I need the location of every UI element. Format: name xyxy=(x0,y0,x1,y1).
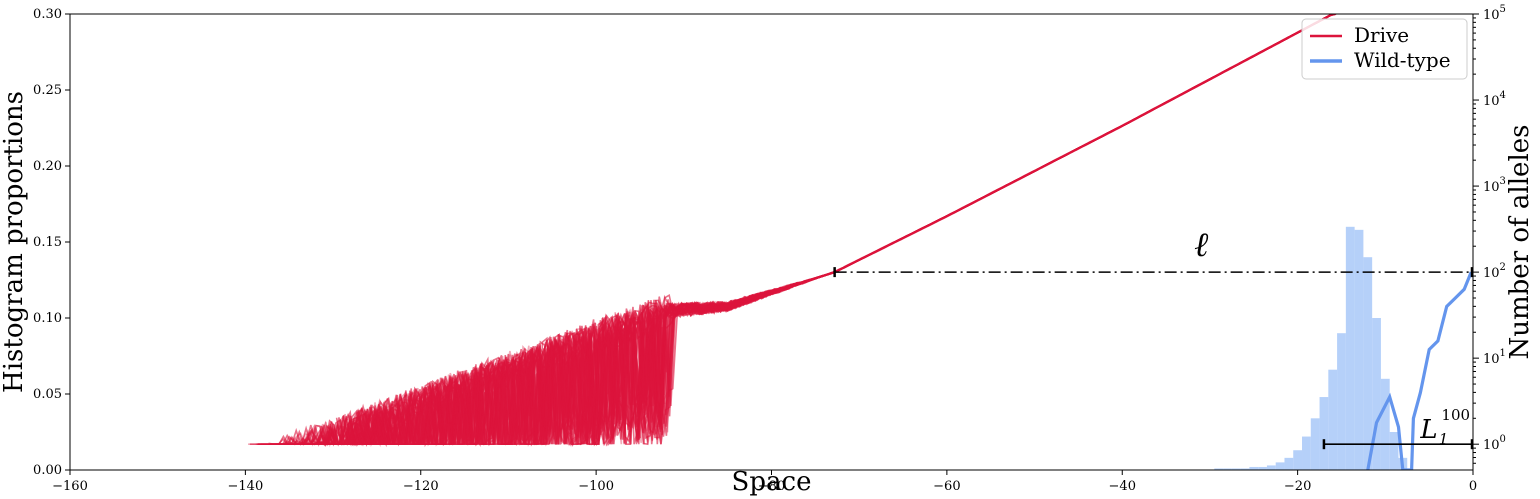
drive-line xyxy=(249,14,1334,447)
y2-tick-exponent: 0 xyxy=(1500,434,1506,445)
histogram-bar xyxy=(1275,462,1285,470)
y2-tick-base: 10 xyxy=(1483,180,1500,195)
y2-axis-label: Number of alleles xyxy=(1505,125,1535,360)
histogram-bar xyxy=(1337,333,1346,470)
drive-line xyxy=(270,14,1332,448)
y2-tick-label: 102 xyxy=(1483,262,1506,281)
wildtype-line xyxy=(1366,271,1473,470)
y2-tick-label: 103 xyxy=(1483,176,1506,195)
histogram xyxy=(1214,226,1408,470)
legend-label: Drive xyxy=(1354,23,1409,47)
histogram-bar xyxy=(1319,397,1329,470)
x-tick-label: −140 xyxy=(228,479,264,494)
histogram-bar xyxy=(1389,432,1399,470)
y2-tick-exponent: 4 xyxy=(1500,90,1506,101)
y2-tick-exponent: 1 xyxy=(1500,348,1506,359)
histogram-bar xyxy=(1231,468,1241,470)
y2-tick-base: 10 xyxy=(1483,266,1500,281)
drive-line xyxy=(268,14,1335,447)
y-tick-label: 0.20 xyxy=(33,159,62,174)
histogram-bar xyxy=(1354,229,1364,470)
drive-line xyxy=(336,14,1333,446)
x-tick-label: −40 xyxy=(1109,479,1136,494)
drive-line xyxy=(268,14,1335,447)
ell-label: ℓ xyxy=(1194,225,1208,265)
drive-line xyxy=(270,14,1336,448)
histogram-bar xyxy=(1266,465,1276,470)
y-axis-ticks: 0.00 0.05 0.10 0.15 0.20 0.25 0.30 xyxy=(33,7,70,478)
drive-line xyxy=(270,14,1332,447)
y2-tick-base: 10 xyxy=(1483,8,1500,23)
x-tick-label: 0 xyxy=(1469,479,1477,494)
drive-line xyxy=(268,14,1330,448)
drive-series xyxy=(248,14,1337,448)
histogram-bar xyxy=(1372,318,1381,470)
x-tick-label: −120 xyxy=(403,479,439,494)
legend-label: Wild-type xyxy=(1354,48,1451,72)
x-tick-label: −100 xyxy=(578,479,614,494)
x-axis-label: Space xyxy=(732,467,812,497)
y2-tick-label: 105 xyxy=(1483,4,1506,23)
L-subscript: 1 xyxy=(1439,430,1449,448)
histogram-bar xyxy=(1302,436,1311,470)
histogram-bar xyxy=(1240,468,1250,470)
wildtype-series xyxy=(1366,271,1473,470)
drive-line xyxy=(257,14,1337,447)
x-tick-label: −80 xyxy=(758,479,785,494)
y-tick-label: 0.05 xyxy=(33,387,62,402)
histogram-bar xyxy=(1223,468,1232,470)
y-axis-label: Histogram proportions xyxy=(0,91,29,393)
y-tick-label: 0.25 xyxy=(33,83,62,98)
drive-line xyxy=(255,14,1331,445)
y-tick-label: 0.15 xyxy=(33,235,62,250)
histogram-bar xyxy=(1345,226,1355,470)
drive-line xyxy=(276,14,1334,446)
y-tick-label: 0.00 xyxy=(33,463,62,478)
x-tick-label: −60 xyxy=(933,479,960,494)
y2-tick-exponent: 5 xyxy=(1500,4,1506,15)
legend-box xyxy=(1301,18,1468,80)
annotations: ℓ L 1 100 xyxy=(833,225,1474,450)
y2-tick-base: 10 xyxy=(1483,352,1500,367)
x-tick-label: −20 xyxy=(1284,479,1311,494)
L-label: L xyxy=(1419,415,1437,445)
drive-line xyxy=(269,14,1336,446)
histogram-bar xyxy=(1258,466,1267,470)
L-superscript: 100 xyxy=(1441,406,1470,424)
plot-frame xyxy=(69,13,1474,471)
y2-tick-base: 10 xyxy=(1483,438,1500,453)
drive-line xyxy=(248,14,1336,445)
histogram-bar xyxy=(1293,450,1303,470)
drive-line xyxy=(271,14,1334,447)
y2-tick-label: 104 xyxy=(1483,90,1506,109)
drive-line xyxy=(258,14,1333,447)
histogram-bar xyxy=(1284,457,1294,470)
y2-tick-exponent: 2 xyxy=(1500,262,1506,273)
y-tick-label: 0.10 xyxy=(33,311,62,326)
y-tick-label: 0.30 xyxy=(33,7,62,22)
histogram-bar xyxy=(1249,466,1259,470)
histogram-bar xyxy=(1328,369,1338,470)
histogram-bar xyxy=(1310,418,1320,470)
histogram-bar xyxy=(1380,378,1390,470)
drive-line xyxy=(260,14,1331,446)
y2-tick-label: 100 xyxy=(1483,434,1506,453)
y2-tick-label: 101 xyxy=(1483,348,1506,367)
drive-line xyxy=(258,14,1333,446)
histogram-bar xyxy=(1363,257,1373,470)
y2-tick-exponent: 3 xyxy=(1500,176,1506,187)
drive-line xyxy=(256,14,1336,447)
x-tick-label: −160 xyxy=(52,479,88,494)
x-axis-ticks: −160 −140 −120 −100 −80 −60 −40 −20 0 xyxy=(52,470,1477,494)
histogram-bar xyxy=(1214,468,1224,470)
y2-tick-base: 10 xyxy=(1483,94,1500,109)
